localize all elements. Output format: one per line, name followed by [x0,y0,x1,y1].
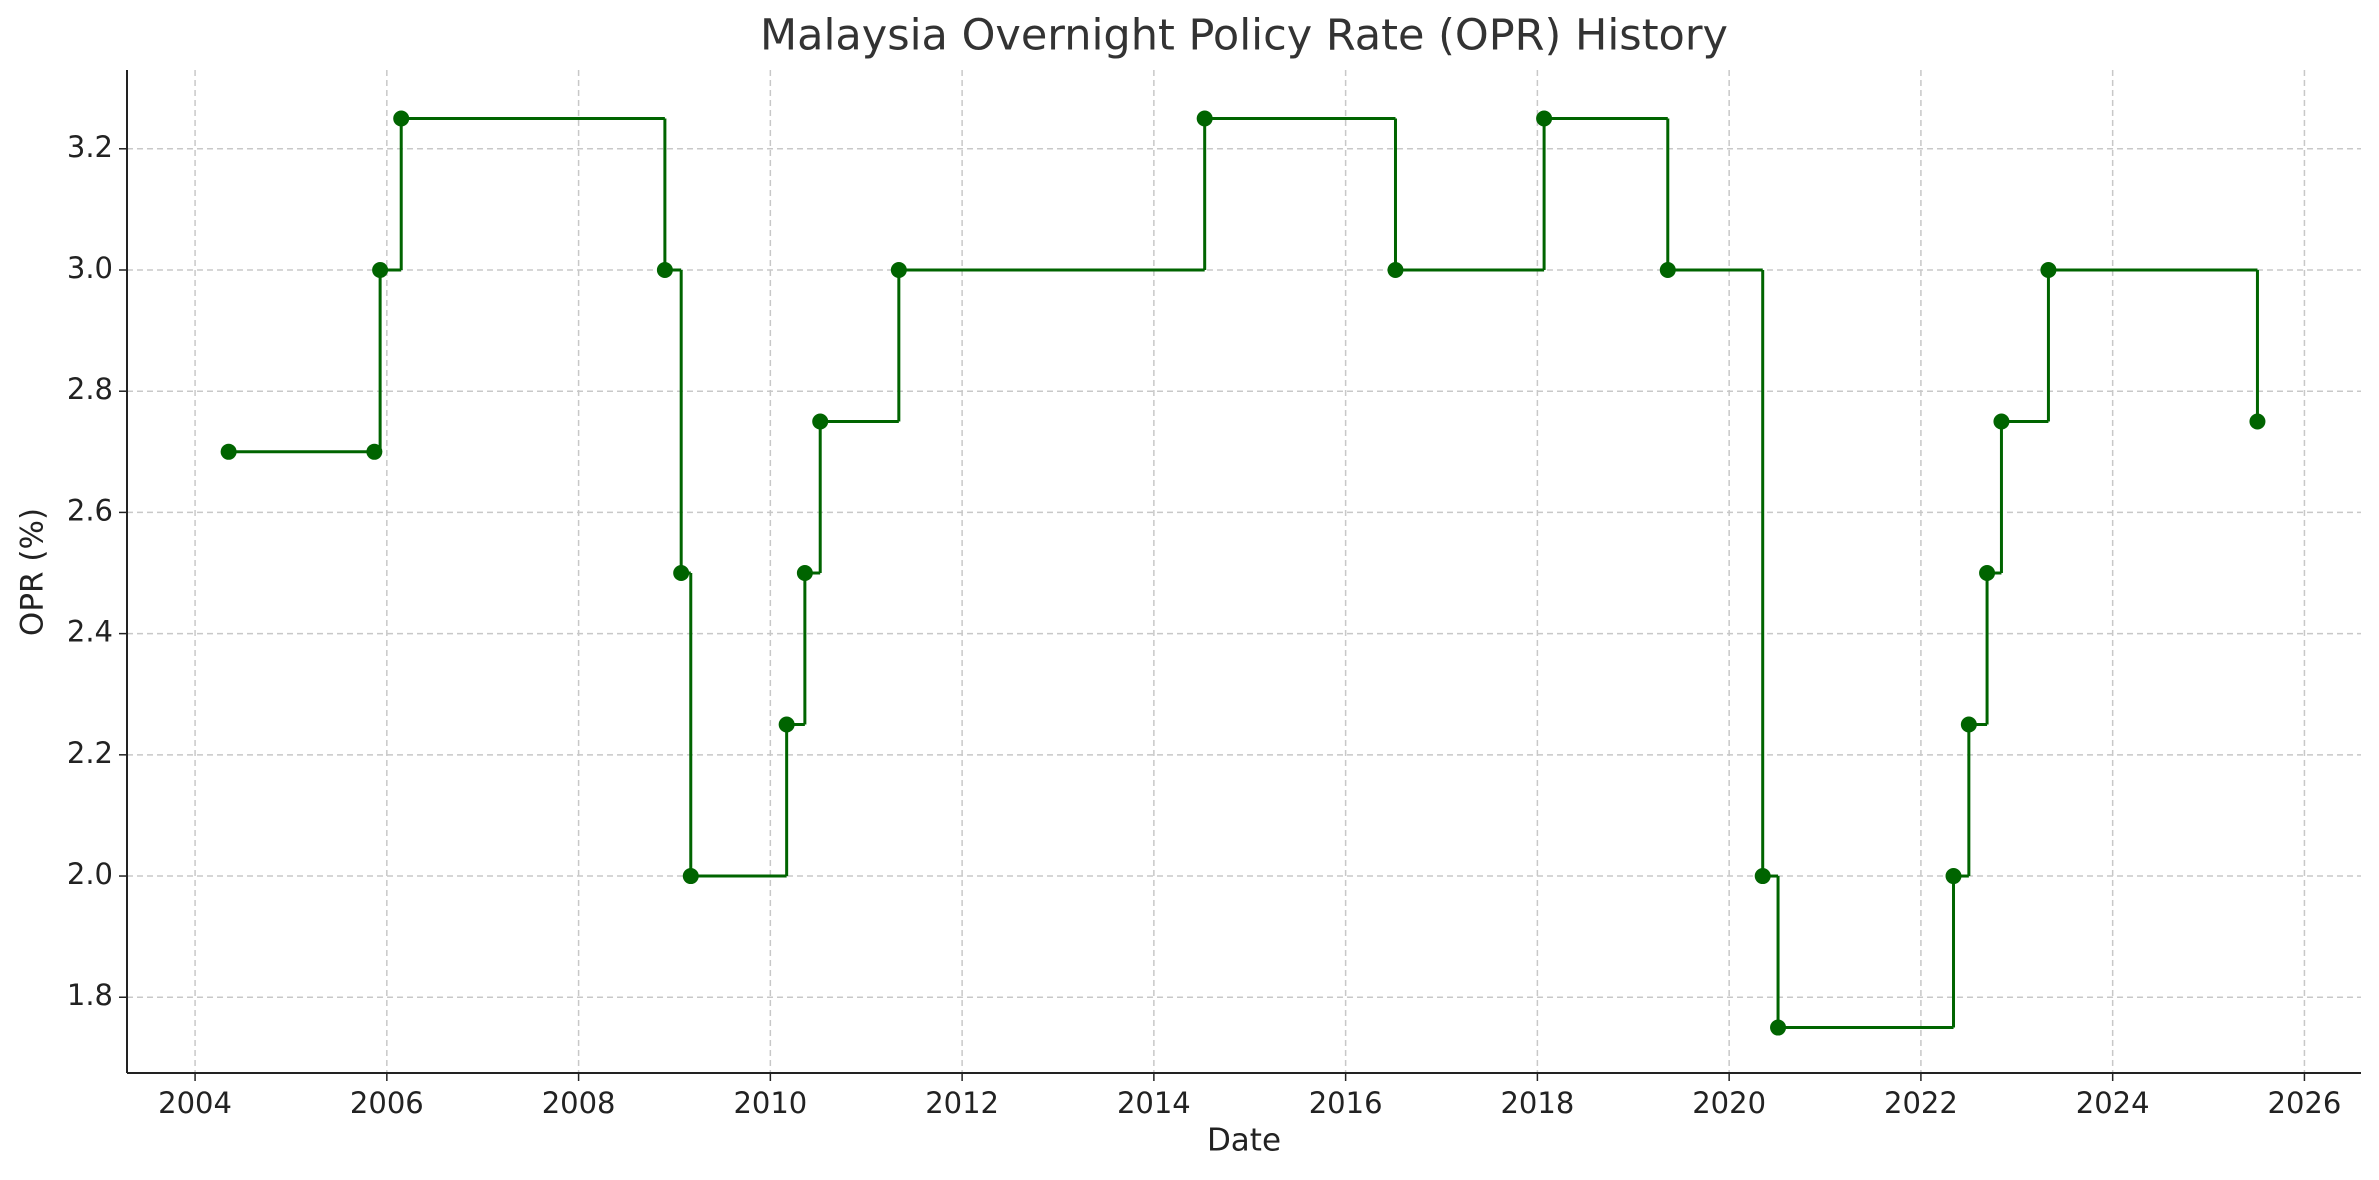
y-tick-label: 2.8 [67,372,113,406]
y-axis-label: OPR (%) [15,508,51,636]
x-tick-label: 2024 [2076,1086,2150,1120]
point [2040,261,2057,278]
x-tick-label: 2020 [1692,1086,1766,1120]
point [2249,413,2266,430]
x-tick-label: 2010 [733,1086,807,1120]
point [673,565,690,582]
point [812,413,829,430]
point [1659,261,1676,278]
y-tick-label: 2.2 [67,736,113,770]
point [372,261,389,278]
x-tick-label: 2016 [1309,1086,1383,1120]
point [1754,868,1771,885]
point [393,110,410,127]
point [1945,868,1962,885]
x-tick-label: 2014 [1117,1086,1191,1120]
x-tick-label: 2022 [1884,1086,1958,1120]
y-tick-label: 2.4 [67,615,113,649]
point [1770,1019,1787,1036]
x-tick-label: 2006 [350,1086,424,1120]
point [778,716,795,733]
x-tick-label: 2012 [925,1086,999,1120]
point [1387,261,1404,278]
point [366,443,383,460]
x-tick-label: 2018 [1500,1086,1574,1120]
point [1993,413,2010,430]
point [682,868,699,885]
x-tick-label: 2004 [158,1086,232,1120]
point [1960,716,1977,733]
x-axis-label: Date [1207,1123,1281,1159]
point [656,261,673,278]
point [1196,110,1213,127]
x-tick-label: 2026 [2268,1086,2342,1120]
y-tick-label: 3.2 [67,130,113,164]
point [1536,110,1553,127]
point [890,261,907,278]
y-tick-label: 2.6 [67,493,113,527]
point [796,565,813,582]
point [1979,565,1996,582]
y-tick-label: 3.0 [67,251,113,285]
point [220,443,237,460]
chart-title: Malaysia Overnight Policy Rate (OPR) His… [760,11,1728,61]
y-tick-label: 1.8 [67,978,113,1012]
y-tick-label: 2.0 [67,857,113,891]
x-tick-label: 2008 [542,1086,616,1120]
